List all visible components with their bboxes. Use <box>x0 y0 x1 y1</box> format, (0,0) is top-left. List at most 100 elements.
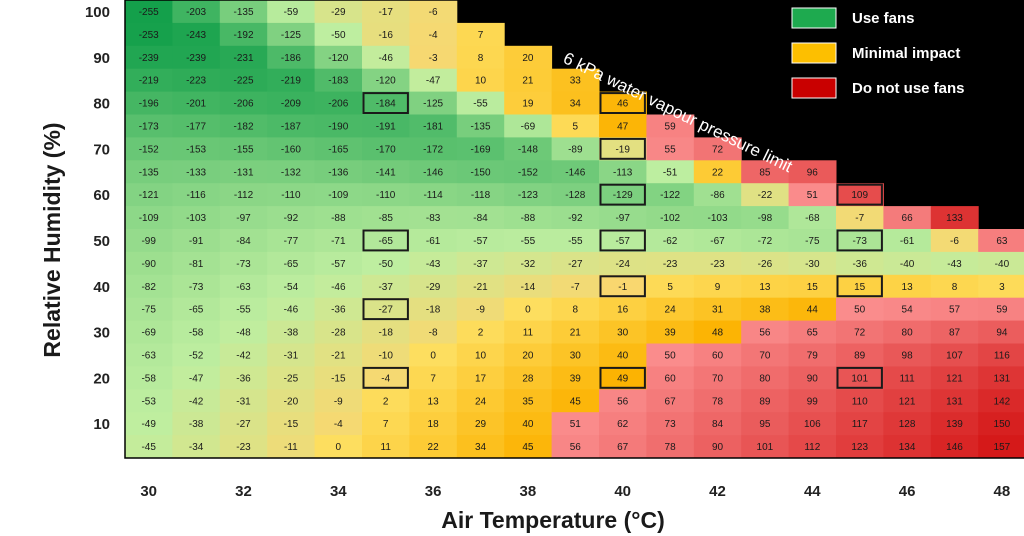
cell-value-label: -29 <box>426 282 441 293</box>
heatmap-cell <box>504 45 553 70</box>
cell-value-label: -135 <box>470 121 490 132</box>
heatmap-cell <box>219 229 268 253</box>
cell-value-label: -27 <box>568 259 583 270</box>
heatmap-cell <box>741 412 790 436</box>
cell-value-label: 101 <box>757 442 774 453</box>
heatmap-cell <box>409 68 458 93</box>
x-axis-ticks: 3032343638404244464850 <box>140 483 1010 500</box>
heatmap-cell <box>930 206 979 230</box>
heatmap-cell <box>267 91 316 115</box>
cell-value-label: -68 <box>805 213 820 224</box>
cell-value-label: 59 <box>665 121 677 132</box>
cell-value-label: 7 <box>478 30 484 41</box>
cell-value-label: -196 <box>139 99 159 110</box>
cell-value-label: 78 <box>665 442 677 453</box>
heatmap-cell <box>409 343 458 367</box>
cell-value-label: -25 <box>284 373 299 384</box>
cell-value-label: -103 <box>707 213 727 224</box>
heatmap-cell <box>409 251 458 276</box>
cell-value-label: 146 <box>946 442 963 453</box>
cell-value-label: -123 <box>518 190 538 201</box>
cell-value-label: 40 <box>522 419 534 430</box>
cell-value-label: -110 <box>376 190 396 201</box>
cell-value-label: -103 <box>186 213 206 224</box>
heatmap-cell <box>314 0 363 24</box>
heatmap-cell <box>836 389 884 413</box>
heatmap-cell <box>551 366 600 390</box>
cell-value-label: -152 <box>518 167 538 178</box>
cell-value-label: -190 <box>328 121 348 132</box>
heatmap-cell <box>551 251 600 276</box>
cell-value-label: 13 <box>428 396 440 407</box>
cell-value-label: 5 <box>667 282 673 293</box>
cell-value-label: -4 <box>429 30 438 41</box>
heatmap-cell <box>693 297 742 322</box>
heatmap-cell <box>551 91 600 115</box>
cell-value-label: -50 <box>331 30 346 41</box>
heatmap-cell <box>551 343 600 367</box>
heatmap-cell <box>504 343 553 367</box>
x-tick-label: 36 <box>425 483 442 500</box>
heatmap-cell <box>741 274 790 299</box>
cell-value-label: 110 <box>852 396 868 407</box>
cell-value-label: -118 <box>471 190 491 201</box>
heatmap-cell <box>219 183 268 207</box>
cell-value-label: -112 <box>234 190 254 201</box>
heatmap-cell <box>267 366 316 390</box>
heatmap-cell <box>172 366 221 390</box>
y-tick-label: 100 <box>85 4 110 21</box>
cell-value-label: -128 <box>565 190 585 201</box>
heatmap-cell <box>409 412 458 436</box>
cell-value-label: -121 <box>139 190 159 201</box>
heatmap-cell <box>267 229 316 253</box>
heatmap-cell <box>978 412 1024 436</box>
heatmap-cell <box>599 435 647 459</box>
y-tick-label: 20 <box>93 370 110 387</box>
heatmap-cell <box>314 160 363 184</box>
cell-value-label: -206 <box>233 99 253 110</box>
cell-value-label: -31 <box>236 396 251 407</box>
heatmap-cell <box>456 251 505 276</box>
heatmap-cell <box>362 251 410 276</box>
cell-value-label: 139 <box>946 419 963 430</box>
cell-value-label: -184 <box>376 99 396 110</box>
heatmap-cell <box>788 297 837 322</box>
cell-value-label: -54 <box>284 282 299 293</box>
heatmap-cell <box>409 366 458 390</box>
cell-value-label: -99 <box>141 236 156 247</box>
cell-value-label: 20 <box>522 53 534 64</box>
heatmap-cell <box>788 343 837 367</box>
cell-value-label: 131 <box>994 373 1011 384</box>
x-tick-label: 42 <box>709 483 726 500</box>
heatmap-cell <box>314 45 363 70</box>
cell-value-label: -40 <box>995 259 1010 270</box>
heatmap-cell <box>409 0 458 24</box>
heatmap-cell <box>172 435 221 459</box>
heatmap-cell <box>693 389 742 413</box>
heatmap-cell <box>172 0 221 24</box>
heatmap-cell <box>409 229 458 253</box>
cell-value-label: 112 <box>804 442 820 453</box>
heatmap-cell <box>456 389 505 413</box>
cell-value-label: 50 <box>854 305 866 316</box>
cell-value-label: -88 <box>331 213 346 224</box>
cell-value-label: -73 <box>236 259 251 270</box>
cell-value-label: -92 <box>284 213 299 224</box>
cell-value-label: 116 <box>994 350 1010 361</box>
cell-value-label: -23 <box>663 259 678 270</box>
cell-value-label: -219 <box>139 76 159 87</box>
cell-value-label: 123 <box>851 442 868 453</box>
cell-value-label: -153 <box>186 144 206 155</box>
heatmap-cell <box>125 274 173 299</box>
heatmap-cell <box>930 366 979 390</box>
heatmap-cell <box>788 366 837 390</box>
heatmap-cell <box>788 160 837 184</box>
cell-value-label: -191 <box>376 121 396 132</box>
heatmap-cell <box>504 366 553 390</box>
cell-value-label: 79 <box>807 350 819 361</box>
heatmap-cell <box>267 68 316 93</box>
cell-value-label: -47 <box>426 76 441 87</box>
cell-value-label: -43 <box>426 259 441 270</box>
heatmap-cell <box>978 389 1024 413</box>
heatmap-cell <box>125 389 173 413</box>
